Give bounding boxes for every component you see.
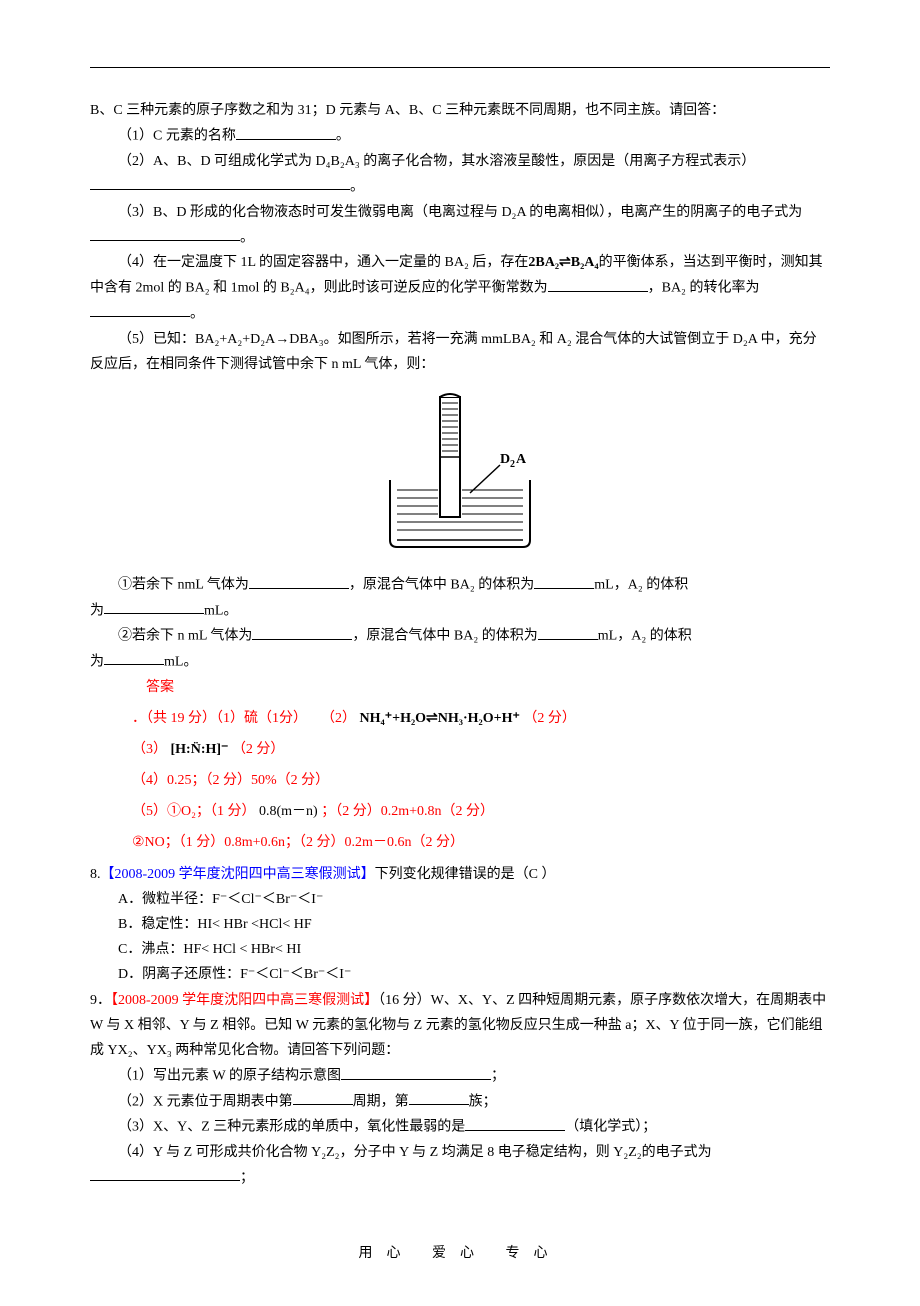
ans1c: （2 分） [523, 711, 576, 726]
q9-item1: （1）写出元素 W 的原子结构示意图 ； [90, 1063, 830, 1089]
q9-source: 【2008-2009 学年度沈阳四中高三寒假测试】 [111, 993, 378, 1008]
q7-item4-eq: 2BA₂⇌B₂A₄ [528, 255, 598, 270]
q7-item4-mid: ，BA₂ 的转化率为 [648, 281, 760, 296]
q7-sub1-unit1: mL，A₂ 的体积 [594, 578, 688, 593]
q8-stem-text: 下列变化规律错误的是（C ） [375, 867, 556, 882]
q7-sub2-prefix: ②若余下 n mL 气体为 [118, 629, 252, 644]
q7-item2-suffix: 。 [350, 179, 364, 194]
blank [249, 572, 349, 588]
q7-sub1-prefix: ①若余下 nmL 气体为 [118, 578, 249, 593]
ans5c: ；（2 分）0.2m+0.8n（2 分） [321, 804, 494, 819]
svg-text:2: 2 [510, 459, 515, 470]
q7-sub2-unit1: mL，A₂ 的体积 [598, 629, 692, 644]
blank [409, 1089, 469, 1105]
test-tube-diagram: D 2 A [360, 385, 560, 564]
q8-optC: C．沸点：HF< HCl < HBr< HI [90, 937, 830, 962]
blank [104, 649, 164, 665]
ans-line5: （5）①O₂；（1 分） 0.8(m－n) ；（2 分）0.2m+0.8n（2 … [90, 799, 830, 824]
blank [548, 275, 648, 291]
q9-item2-prefix: （2）X 元素位于周期表中第 [118, 1094, 293, 1109]
q7-item3-prefix: （3）B、D 形成的化合物液态时可发生微弱电离（电离过程与 D₂A 的电离相似）… [118, 205, 802, 220]
q9-item3-suffix: （填化学式）； [565, 1120, 656, 1135]
q7-item4-prefix: （4）在一定温度下 1L 的固定容器中，通入一定量的 BA₂ 后，存在 [118, 255, 528, 270]
q7-sub1: ①若余下 nmL 气体为 ，原混合气体中 BA₂ 的体积为 mL，A₂ 的体积 [90, 572, 830, 598]
q7-item1: （1）C 元素的名称 。 [90, 123, 830, 149]
blank [538, 623, 598, 639]
top-rule [90, 67, 830, 68]
q7-item4: （4）在一定温度下 1L 的固定容器中，通入一定量的 BA₂ 后，存在2BA₂⇌… [90, 250, 830, 326]
q7-item3: （3）B、D 形成的化合物液态时可发生微弱电离（电离过程与 D₂A 的电离相似）… [90, 200, 830, 251]
ans-line6: ②NO；（1 分）0.8m+0.6n；（2 分）0.2m－0.6n（2 分） [90, 830, 830, 855]
ans-line4: （4）0.25；（2 分）50%（2 分） [90, 768, 830, 793]
blank [341, 1063, 491, 1079]
q9-item1-prefix: （1）写出元素 W 的原子结构示意图 [118, 1069, 341, 1084]
q7-item4-suffix2: 。 [190, 306, 204, 321]
ans5b: 0.8(m－n) [259, 804, 318, 819]
ans5a: （5）①O₂；（1 分） [132, 804, 256, 819]
answer-block: ．（共 19 分）（1）硫（1分） （2） NH₄⁺+H₂O⇌NH₃·H₂O+H… [90, 706, 830, 856]
q7-item1-prefix: （1）C 元素的名称 [118, 129, 236, 144]
diagram-container: D 2 A [90, 385, 830, 564]
q9-item2-suffix: 族； [469, 1094, 497, 1109]
footer: 用心 爱心 专心 [90, 1241, 830, 1266]
blank [293, 1089, 353, 1105]
q7-item1-suffix: 。 [336, 129, 350, 144]
ans1-eq: NH₄⁺+H₂O⇌NH₃·H₂O+H⁺ [360, 711, 520, 726]
q9-item1-suffix: ； [491, 1069, 505, 1084]
q9-item2: （2）X 元素位于周期表中第 周期，第 族； [90, 1089, 830, 1115]
q7-sub2-unit2: mL。 [164, 654, 197, 669]
q7-item2-prefix: （2）A、B、D 可组成化学式为 D₄B₂A₃ 的离子化合物，其水溶液呈酸性，原… [118, 154, 755, 169]
svg-text:D: D [500, 452, 510, 467]
ans3-eq: [H:N̈:H]⁻ [171, 742, 229, 757]
q8-optD: D．阴离子还原性：F⁻＜Cl⁻＜Br⁻＜I⁻ [90, 962, 830, 987]
ans3b: （2 分） [232, 742, 285, 757]
q9-item3-prefix: （3）X、Y、Z 三种元素形成的单质中，氧化性最弱的是 [118, 1120, 465, 1135]
q7-sub1-prefix2: 为 [90, 603, 104, 618]
q7-sub1-unit2: mL。 [204, 603, 237, 618]
blank [104, 598, 204, 614]
q9-item4: （4）Y 与 Z 可形成共价化合物 Y₂Z₂，分子中 Y 与 Z 均满足 8 电… [90, 1140, 830, 1191]
ans-line3: （3） [H:N̈:H]⁻ （2 分） [90, 737, 830, 762]
ans-line1: ．（共 19 分）（1）硫（1分） （2） NH₄⁺+H₂O⇌NH₃·H₂O+H… [90, 706, 830, 731]
blank [465, 1114, 565, 1130]
blank [534, 572, 594, 588]
ans1a: ．（共 19 分）（1）硫（1分） [132, 711, 307, 726]
q7-sub2: ②若余下 n mL 气体为 ，原混合气体中 BA₂ 的体积为 mL，A₂ 的体积 [90, 623, 830, 649]
q7-item3-suffix: 。 [240, 230, 254, 245]
q9-item2-mid: 周期，第 [353, 1094, 409, 1109]
q7-sub1-mid1: ，原混合气体中 BA₂ 的体积为 [349, 578, 534, 593]
q8-optB: B．稳定性：HI< HBr <HCl< HF [90, 912, 830, 937]
q9-item4-suffix: ； [240, 1170, 254, 1185]
q9-item4-prefix: （4）Y 与 Z 可形成共价化合物 Y₂Z₂，分子中 Y 与 Z 均满足 8 电… [118, 1145, 712, 1160]
q9-num: 9． [90, 993, 111, 1008]
blank [90, 225, 240, 241]
q7-item2: （2）A、B、D 可组成化学式为 D₄B₂A₃ 的离子化合物，其水溶液呈酸性，原… [90, 149, 830, 200]
blank [252, 623, 352, 639]
ans1b: （2） [321, 711, 356, 726]
answer-label: 答案 [90, 675, 830, 700]
q8-stem: 8.【2008-2009 学年度沈阳四中高三寒假测试】下列变化规律错误的是（C … [90, 862, 830, 887]
blank [90, 1165, 240, 1181]
svg-text:A: A [516, 452, 527, 467]
q7-sub2b: 为 mL。 [90, 649, 830, 675]
q9-points: （16 分） [378, 993, 431, 1008]
q9-stem: 9．【2008-2009 学年度沈阳四中高三寒假测试】（16 分）W、X、Y、Z… [90, 988, 830, 1064]
q7-item5: （5）已知：BA₂+A₂+D₂A→DBA₃。如图所示，若将一充满 mmLBA₂ … [90, 327, 830, 377]
blank [90, 301, 190, 317]
q7-sub2-prefix2: 为 [90, 654, 104, 669]
q8-source: 【2008-2009 学年度沈阳四中高三寒假测试】 [101, 867, 375, 882]
q8-optA: A．微粒半径：F⁻＜Cl⁻＜Br⁻＜I⁻ [90, 887, 830, 912]
q7-sub1b: 为 mL。 [90, 598, 830, 624]
q9-item3: （3）X、Y、Z 三种元素形成的单质中，氧化性最弱的是 （填化学式）； [90, 1114, 830, 1140]
blank [90, 174, 350, 190]
q7-intro: B、C 三种元素的原子序数之和为 31；D 元素与 A、B、C 三种元素既不同周… [90, 98, 830, 123]
ans3a: （3） [132, 742, 167, 757]
q7-sub2-mid1: ，原混合气体中 BA₂ 的体积为 [352, 629, 537, 644]
q8-num: 8. [90, 867, 101, 882]
blank [236, 123, 336, 139]
